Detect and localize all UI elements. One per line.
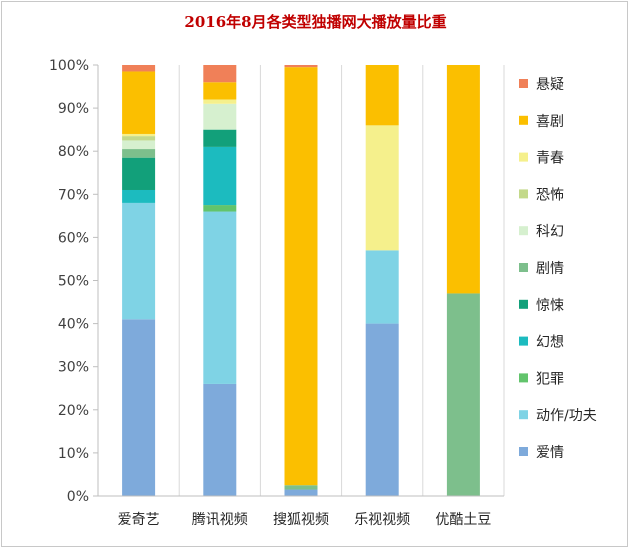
bar-segment — [446, 293, 480, 496]
y-axis: 0% 10% 20% 30% 40% 50% 60% 70% 80% 90% 100% — [49, 58, 99, 505]
y-tick-label: 100% — [49, 58, 89, 74]
legend-swatch — [519, 410, 528, 420]
bar-segment — [203, 205, 237, 212]
y-tick-label: 90% — [58, 101, 89, 117]
legend-item: 青春 — [519, 151, 564, 167]
y-tick-label: 70% — [58, 187, 89, 203]
bar-segment — [122, 157, 156, 190]
legend-label: 悬疑 — [536, 77, 564, 93]
y-tick-label: 20% — [58, 403, 89, 419]
bar-segment — [122, 149, 156, 158]
legend-item: 幻想 — [519, 335, 564, 351]
bar-segment — [122, 140, 156, 150]
y-tick-label: 10% — [58, 446, 89, 462]
legend-item: 犯罪 — [519, 371, 564, 387]
bar-segment — [122, 189, 156, 203]
legend-label: 喜剧 — [536, 114, 564, 130]
bar-segment — [365, 250, 399, 324]
bars-group — [122, 65, 480, 496]
bar-segment — [203, 99, 237, 104]
legend-item: 喜剧 — [519, 114, 564, 130]
legend-swatch — [519, 115, 528, 125]
bar-segment — [365, 125, 399, 251]
bar-segment — [122, 319, 156, 496]
y-tick-label: 80% — [58, 144, 89, 160]
bar-segment — [284, 489, 318, 496]
legend-swatch — [519, 226, 528, 236]
chart-title: 2016年8月各类型独播网大播放量比重 — [184, 13, 447, 31]
bar-segment — [203, 82, 237, 100]
y-tick-label: 30% — [58, 360, 89, 376]
bar-segment — [203, 129, 237, 147]
bar-segment — [122, 133, 156, 137]
legend-label: 剧情 — [536, 261, 564, 277]
y-tick-label: 60% — [58, 230, 89, 246]
legend-label: 幻想 — [536, 335, 564, 351]
x-tick-label: 腾讯视频 — [192, 511, 248, 528]
legend-item: 惊悚 — [519, 298, 564, 314]
bar-segment — [365, 323, 399, 496]
y-tick-label: 40% — [58, 317, 89, 333]
legend-item: 科幻 — [519, 224, 564, 240]
legend-label: 惊悚 — [536, 298, 564, 314]
legend-item: 动作/功夫 — [519, 408, 597, 424]
legend-label: 青春 — [536, 151, 564, 167]
bar-segment — [203, 103, 237, 130]
legend-label: 动作/功夫 — [536, 408, 597, 424]
x-axis: 爱奇艺 腾讯视频 搜狐视频 乐视视频 优酷土豆 — [98, 495, 504, 528]
legend-swatch — [519, 447, 528, 456]
legend-label: 犯罪 — [536, 371, 564, 387]
bar-segment — [203, 65, 237, 83]
legend-label: 科幻 — [536, 224, 564, 240]
legend-item: 爱情 — [519, 445, 564, 461]
bar-segment — [365, 65, 399, 126]
legend-label: 爱情 — [536, 445, 564, 461]
bar-segment — [122, 65, 156, 72]
bar-segment — [122, 136, 156, 141]
bar-segment — [284, 67, 318, 486]
y-tick-label: 0% — [67, 489, 89, 505]
legend-item: 悬疑 — [519, 77, 564, 93]
bar-segment — [203, 383, 237, 496]
legend-swatch — [519, 373, 528, 383]
legend-swatch — [519, 299, 528, 309]
legend-swatch — [519, 336, 528, 346]
bar-segment — [446, 65, 480, 294]
x-tick-label: 爱奇艺 — [118, 511, 160, 528]
bar-segment — [203, 146, 237, 206]
x-tick-label: 乐视视频 — [354, 512, 410, 528]
x-tick-label: 搜狐视频 — [273, 512, 329, 528]
legend-item: 剧情 — [519, 261, 564, 277]
bar-segment — [203, 211, 237, 384]
bar-segment — [122, 202, 156, 320]
legend-swatch — [519, 189, 528, 199]
x-tick-label: 优酷土豆 — [435, 512, 491, 528]
bar-segment — [122, 71, 156, 134]
legend-label: 恐怖 — [536, 186, 564, 203]
legend-swatch — [519, 263, 528, 272]
y-tick-label: 50% — [58, 274, 89, 290]
legend-swatch — [519, 79, 528, 88]
legend-swatch — [519, 152, 528, 162]
legend-item: 恐怖 — [519, 186, 564, 203]
bar-segment — [284, 485, 318, 490]
bar-segment — [284, 65, 318, 68]
